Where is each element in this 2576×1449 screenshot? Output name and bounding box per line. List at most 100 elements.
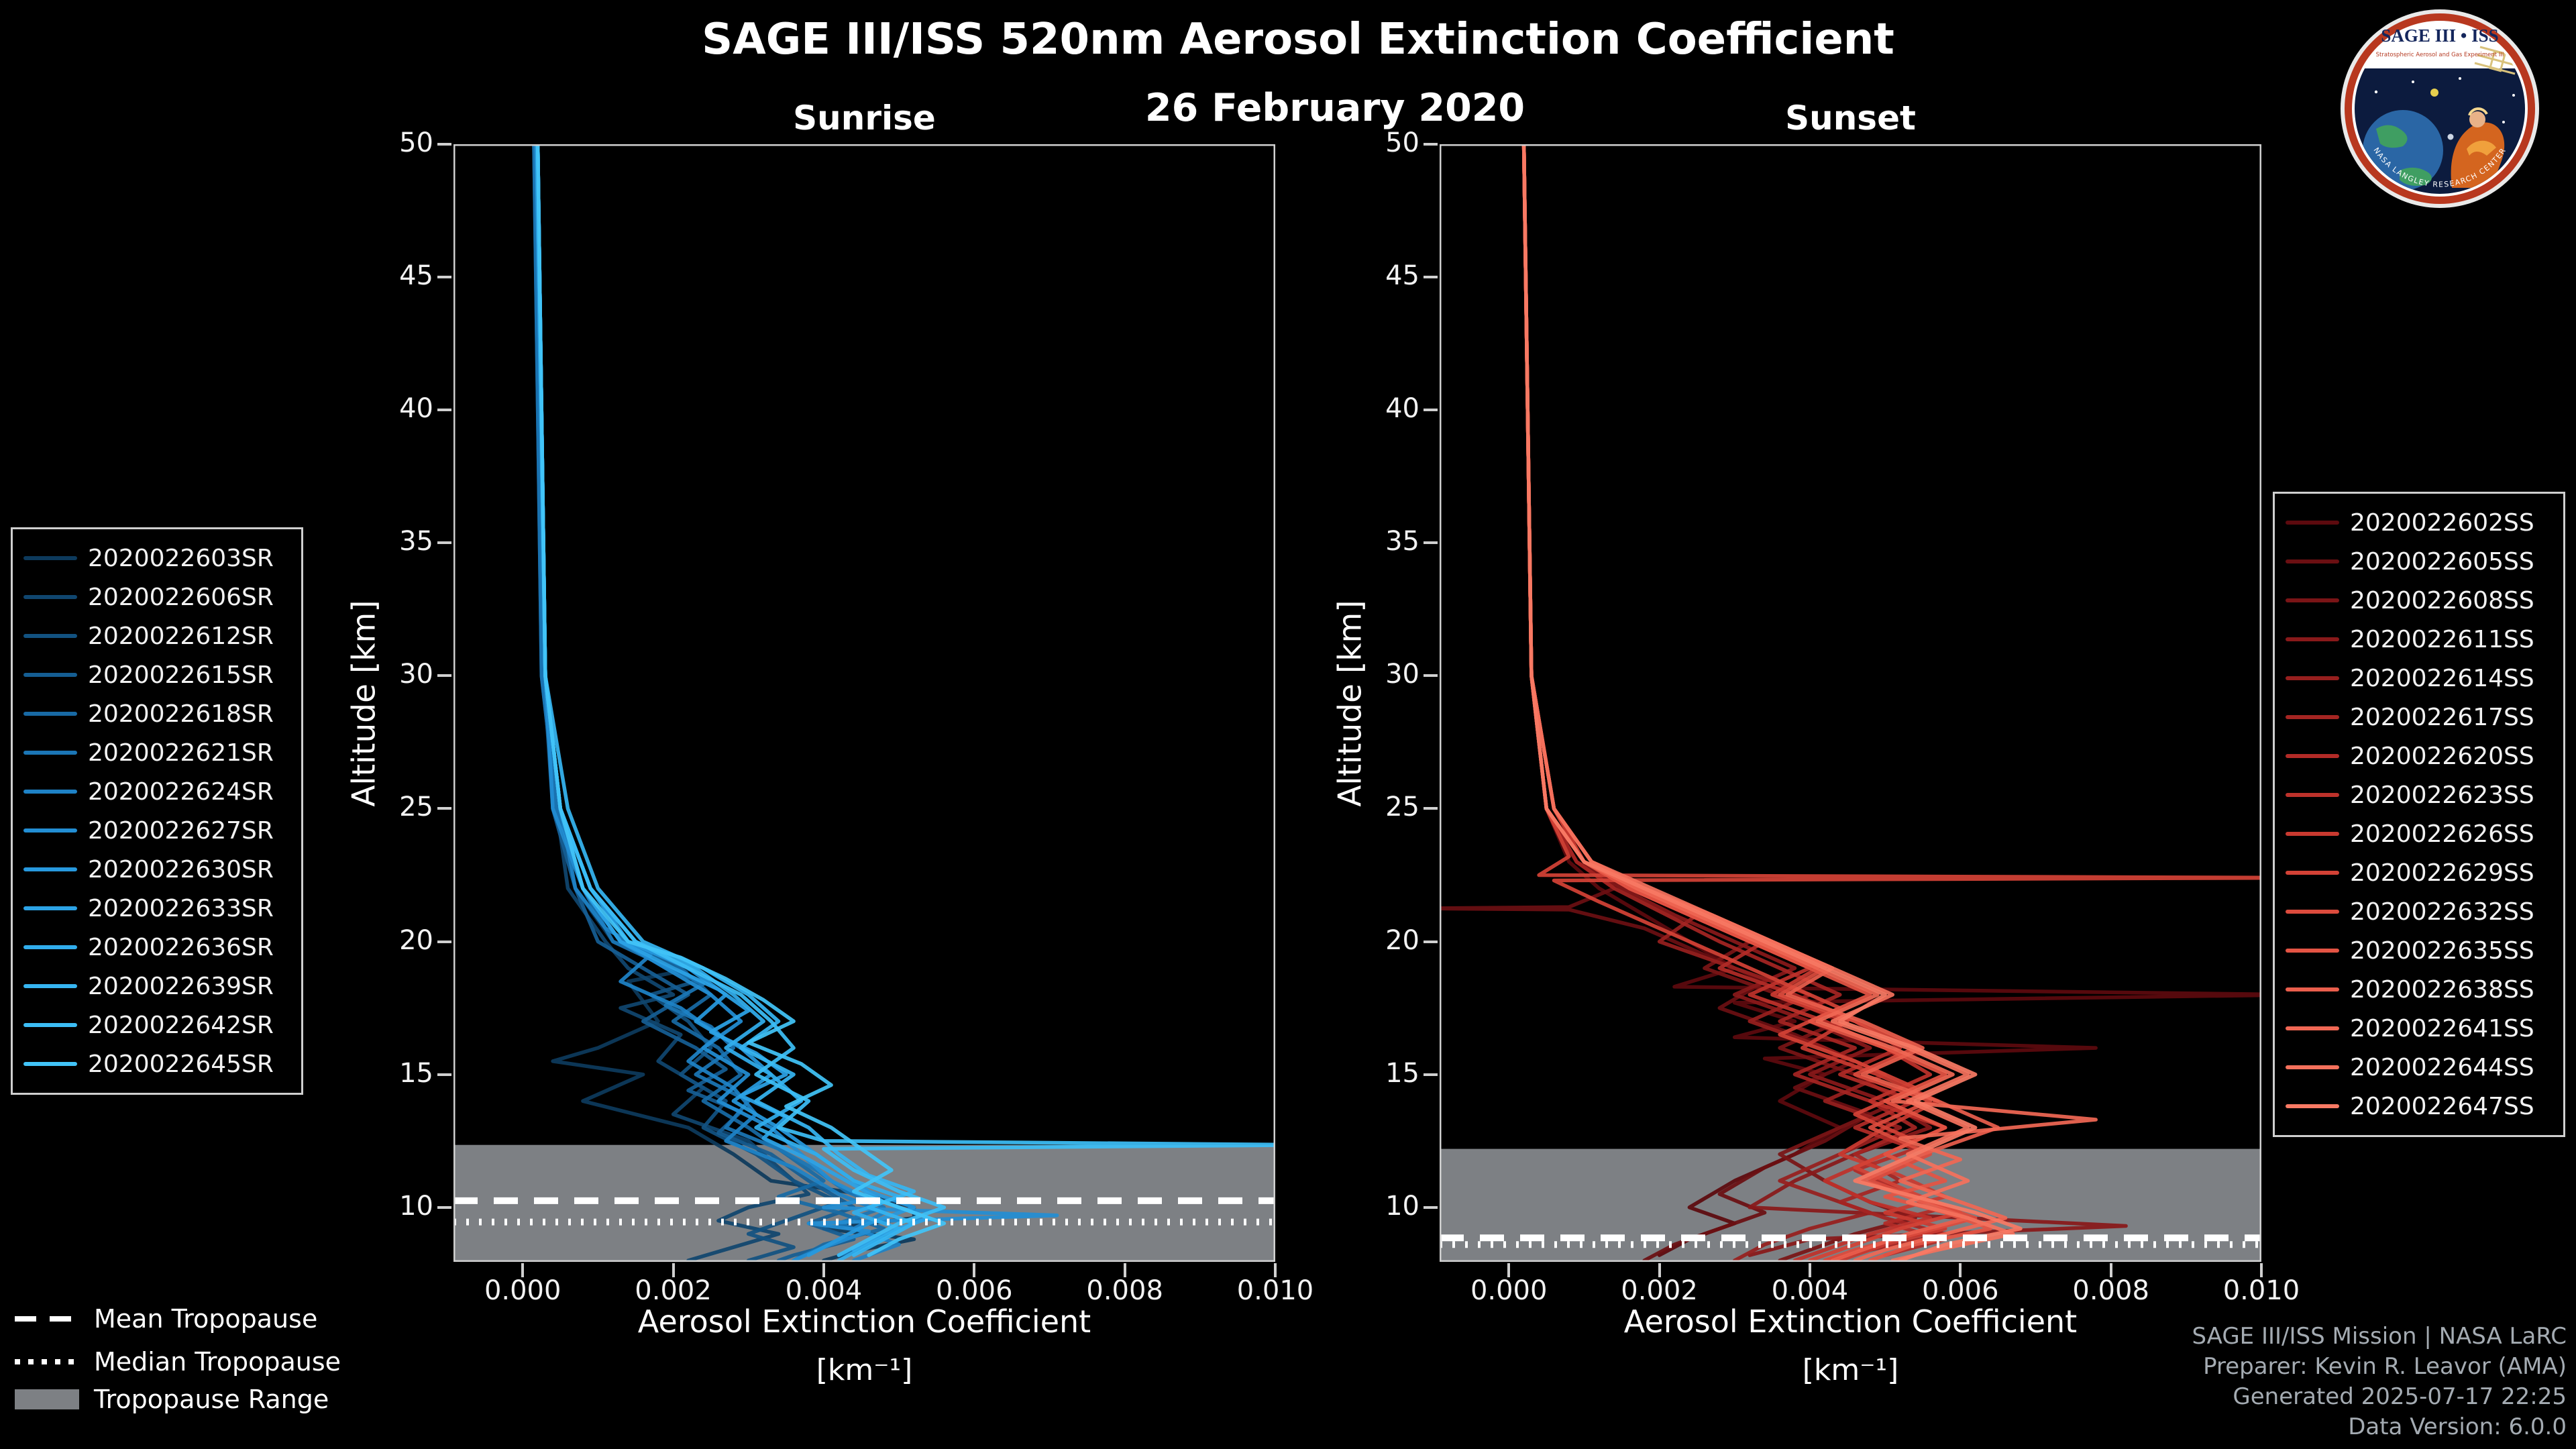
legend-item-label: 2020022647SS — [2350, 1092, 2534, 1120]
legend-sunrise: 2020022603SR 2020022606SR 2020022612SR 2020… — [11, 527, 303, 1095]
x-tick-label: 0.002 — [1621, 1275, 1698, 1306]
legend-swatch — [2286, 1104, 2339, 1108]
profile-line — [1521, 144, 2261, 1257]
legend-item-label: 2020022606SR — [88, 583, 274, 611]
credits-block: SAGE III/ISS Mission | NASA LaRC Prepare… — [2192, 1322, 2567, 1442]
y-tick-label: 35 — [1385, 526, 1419, 557]
x-axis-units-sunset: [km⁻¹] — [1802, 1353, 1899, 1387]
y-tick-label: 45 — [1385, 260, 1419, 292]
y-tick-label: 25 — [399, 792, 433, 823]
x-tick-mark — [2260, 1263, 2263, 1277]
y-tick-mark — [1424, 276, 1438, 279]
legend-item-label: 2020022641SS — [2350, 1014, 2534, 1042]
star-icon — [2459, 77, 2461, 80]
profile-line — [535, 144, 931, 1252]
legend-item: 2020022614SS — [2286, 659, 2553, 698]
legend-item: 2020022618SR — [23, 694, 290, 733]
legend-item-label: 2020022611SS — [2350, 625, 2534, 653]
credit-version: Data Version: 6.0.0 — [2348, 1413, 2567, 1440]
sunrise-plot-svg — [453, 144, 1275, 1262]
legend-item: 2020022647SS — [2286, 1087, 2553, 1126]
x-tick-label: 0.000 — [1470, 1275, 1548, 1306]
legend-swatch — [2286, 754, 2339, 758]
profile-line — [1521, 144, 2128, 1257]
legend-item-label: 2020022624SR — [88, 777, 274, 806]
x-tick-label: 0.004 — [785, 1275, 863, 1306]
x-tick-mark — [1123, 1263, 1126, 1277]
panel-title-sunset: Sunset — [1785, 99, 1916, 138]
y-tick-label: 30 — [1385, 659, 1419, 690]
tropopause-range-label: Tropopause Range — [94, 1385, 329, 1414]
legend-swatch — [2286, 910, 2339, 914]
profile-line — [535, 144, 901, 1262]
legend-swatch — [23, 634, 77, 638]
x-axis-label-sunset: Aerosol Extinction Coefficient — [1623, 1303, 2078, 1340]
legend-swatch — [2286, 871, 2339, 875]
legend-swatch — [2286, 676, 2339, 680]
legend-item: 2020022606SR — [23, 578, 290, 616]
legend-swatch — [2286, 1026, 2339, 1030]
x-tick-label: 0.004 — [1771, 1275, 1849, 1306]
y-tick-label: 40 — [1385, 393, 1419, 425]
x-tick-label: 0.006 — [936, 1275, 1013, 1306]
legend-item: 2020022645SR — [23, 1044, 290, 1083]
legend-sunset: 2020022602SS 2020022605SS 2020022608SS 2020… — [2273, 492, 2565, 1137]
y-tick-label: 50 — [1385, 127, 1419, 158]
legend-item-label: 2020022620SS — [2350, 742, 2534, 770]
legend-item: 2020022633SR — [23, 889, 290, 928]
legend-item-label: 2020022642SR — [88, 1011, 274, 1039]
x-tick-label: 0.002 — [635, 1275, 712, 1306]
y-tick-mark — [1424, 1205, 1438, 1209]
profile-line — [535, 144, 901, 1262]
legend-median-tropopause: Median Tropopause — [15, 1347, 341, 1377]
legend-swatch — [23, 556, 77, 560]
y-axis-label-sunset: Altitude [km] — [1332, 144, 1369, 1262]
x-tick-label: 0.008 — [1086, 1275, 1163, 1306]
x-tick-mark — [2109, 1263, 2112, 1277]
legend-item-label: 2020022633SR — [88, 894, 274, 922]
legend-item-label: 2020022617SS — [2350, 703, 2534, 731]
mean-tropopause-label: Mean Tropopause — [94, 1304, 318, 1334]
y-tick-mark — [437, 276, 451, 279]
legend-item: 2020022638SS — [2286, 970, 2553, 1009]
range-box-swatch — [15, 1389, 79, 1409]
legend-item-label: 2020022614SS — [2350, 664, 2534, 692]
star-icon — [2374, 90, 2378, 94]
legend-item-label: 2020022621SR — [88, 739, 274, 767]
y-tick-mark — [437, 807, 451, 810]
x-tick-label: 0.008 — [2072, 1275, 2149, 1306]
y-axis-label-sunrise: Altitude [km] — [346, 144, 383, 1262]
y-axis-label-text: Altitude [km] — [1332, 599, 1369, 807]
profile-line — [1521, 144, 1947, 1262]
sage-iss-logo: SAGE III • ISS Stratospheric Aerosol and… — [2341, 9, 2539, 208]
legend-item: 2020022641SS — [2286, 1009, 2553, 1048]
legend-item-label: 2020022630SR — [88, 855, 274, 883]
legend-item-label: 2020022639SR — [88, 972, 274, 1000]
profile-line — [1521, 144, 2015, 1262]
legend-swatch — [2286, 832, 2339, 836]
legend-swatch — [23, 790, 77, 794]
credit-generated: Generated 2025-07-17 22:25 — [2233, 1383, 2567, 1410]
profile-line — [535, 144, 1059, 1262]
legend-swatch — [23, 673, 77, 677]
profile-line — [535, 144, 947, 1257]
legend-swatch — [23, 751, 77, 755]
legend-item-label: 2020022627SR — [88, 816, 274, 845]
legend-item-label: 2020022644SS — [2350, 1053, 2534, 1081]
y-tick-mark — [437, 940, 451, 943]
median-tropopause-label: Median Tropopause — [94, 1347, 341, 1377]
y-tick-label: 50 — [399, 127, 433, 158]
legend-swatch — [23, 828, 77, 833]
legend-swatch — [23, 945, 77, 949]
y-tick-label: 30 — [399, 659, 433, 690]
y-tick-label: 10 — [1385, 1190, 1419, 1222]
legend-swatch — [23, 1023, 77, 1027]
y-tick-mark — [437, 541, 451, 545]
y-tick-mark — [1424, 409, 1438, 412]
y-tick-label: 25 — [1385, 792, 1419, 823]
y-tick-mark — [437, 674, 451, 678]
legend-item: 2020022620SS — [2286, 737, 2553, 775]
legend-swatch — [23, 595, 77, 599]
legend-item: 2020022629SS — [2286, 853, 2553, 892]
legend-item: 2020022630SR — [23, 850, 290, 889]
